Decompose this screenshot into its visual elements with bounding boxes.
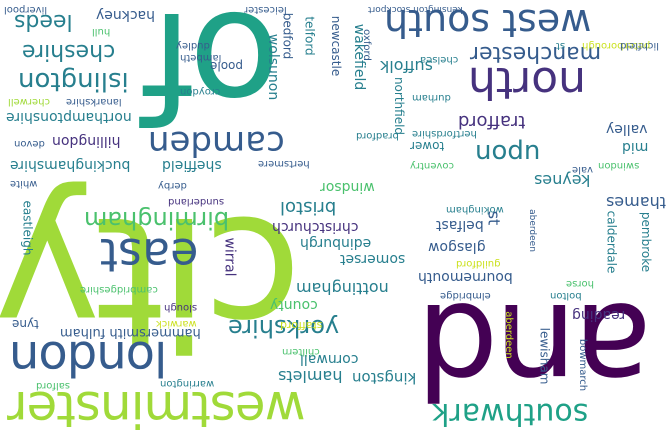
word-guildford: guildford	[456, 258, 501, 269]
word-cherwell: cherwell	[8, 96, 50, 107]
word-lichfield: eastleigh	[20, 200, 35, 256]
word-chiltern: aberdeen	[502, 311, 514, 359]
word-christchurch: christchurch	[272, 219, 359, 235]
word-reading: reading	[572, 307, 626, 323]
word-hertsmere: hertsmere	[258, 158, 310, 169]
word-lincolnshire: st	[484, 210, 504, 226]
word-salford: salford	[36, 380, 71, 391]
word-nottingham: nottingham	[296, 279, 389, 298]
word-coventry: coventry	[410, 160, 454, 171]
word-westminster: westminster	[8, 380, 306, 438]
word-wirral: wirral	[221, 237, 238, 277]
word-calderdale: calderdale	[604, 210, 619, 274]
word-chelsea: chelsea	[420, 54, 459, 65]
word-windsor: windsor	[320, 179, 375, 195]
word-kensington-stockport: kensington stockport	[368, 4, 463, 14]
word-bristol: bristol	[280, 197, 337, 218]
word-northamptonshire: northamptonshire	[6, 109, 132, 125]
word-croydon: croydon	[180, 86, 221, 97]
word-belfast: belfast	[436, 217, 484, 233]
word-vale: vale	[572, 164, 593, 175]
word-elmbridge: elmbridge	[440, 290, 491, 301]
word-camden: camden	[148, 123, 285, 163]
word-bromley: lichfield	[620, 40, 659, 51]
word-islington: islington	[18, 66, 129, 96]
word-hertfordshire: hertfordshire	[412, 128, 477, 139]
word-horse: horse	[566, 278, 594, 289]
word-bowmarch: bowmarch	[577, 338, 589, 392]
word-somerset: somerset	[340, 251, 406, 267]
word-stafford: stafford	[280, 319, 323, 332]
word-north: north	[468, 57, 587, 108]
word-oxford: oxford	[360, 29, 372, 61]
word-london: london	[10, 330, 168, 386]
word-derby: derby	[158, 180, 187, 191]
word-county: county	[270, 297, 318, 313]
word-edinburgh: edinburgh	[300, 235, 372, 251]
word-eastleigh: lewisham	[537, 327, 552, 385]
word-lambeth: lambeth	[180, 52, 222, 63]
word-cambridgeshire: cambridgeshire	[80, 284, 158, 295]
word-warwick: warwick	[156, 318, 197, 329]
word-northfield: northfield	[392, 76, 407, 136]
word-wolsunon: wolsunon	[265, 33, 282, 101]
word-liverpool: liverpool	[4, 4, 48, 15]
word-mid: mid	[622, 139, 649, 155]
word-cheshire: cheshire	[22, 39, 116, 64]
word-fulham: fulham	[60, 325, 106, 340]
word-kingston: kingston	[352, 369, 417, 387]
word-valley: valley	[606, 121, 648, 137]
word-tower: tower	[410, 139, 445, 153]
word-white: white	[10, 178, 38, 189]
word-lincoln: st	[556, 40, 566, 51]
word-aberdeen: aberdeen	[526, 209, 537, 252]
word-sunderland: sunderland	[168, 196, 225, 207]
word-stockport: stockport	[368, 4, 411, 14]
word-birmingham: birmingham	[84, 206, 230, 234]
word-bolton: bolton	[550, 290, 582, 301]
word-hamlets: hamlets	[278, 367, 343, 386]
word-durham: durham	[412, 92, 451, 103]
word-hull: hull	[92, 26, 111, 37]
word-pembroke: pembroke	[639, 211, 654, 273]
word-bournemouth: bournemouth	[418, 269, 513, 285]
word-east: east	[100, 228, 199, 282]
word-newcastle: newcastle	[329, 15, 344, 77]
word-upon: upon	[475, 138, 541, 168]
word-telford: telford	[302, 16, 317, 56]
word-sheffield: sheffield	[162, 157, 222, 173]
word-warrington: warrington	[160, 378, 215, 389]
word-bedford: bedford	[280, 12, 295, 60]
word-hackney: hackney	[96, 7, 156, 23]
word-dudley: dudley	[176, 40, 210, 51]
word-devon: devon	[14, 138, 45, 149]
word-swindon: swindon	[598, 160, 640, 171]
word-slough: slough	[164, 302, 198, 313]
word-buckinghamshire: buckinghamshire	[10, 157, 131, 173]
word-glasgow: glasgow	[428, 239, 486, 255]
word-st: chiltern	[282, 346, 320, 357]
word-tyne: tyne	[12, 317, 39, 331]
word-kensington: kensington	[413, 4, 463, 14]
word-hillingdon: hillingdon	[52, 133, 121, 149]
word-west: west	[502, 1, 592, 45]
word-southwark: southwark	[432, 396, 589, 431]
word-lanarkshire: lanarkshire	[66, 96, 122, 107]
word-thames: thames	[606, 193, 666, 212]
